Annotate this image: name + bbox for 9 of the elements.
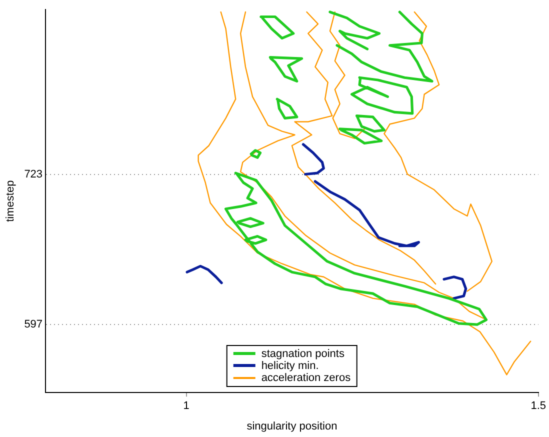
legend-label: helicity min. bbox=[261, 360, 319, 372]
y-axis-title: timestep bbox=[4, 180, 17, 222]
x-axis-title: singularity position bbox=[246, 420, 338, 432]
x-tick-label: 1 bbox=[183, 400, 190, 412]
y-tick-label: 597 bbox=[24, 318, 43, 331]
x-tick-label: 1.5 bbox=[530, 400, 546, 412]
legend-label: acceleration zeros bbox=[261, 372, 351, 384]
y-tick-label: 723 bbox=[24, 168, 43, 180]
legend-label: stagnation points bbox=[261, 348, 344, 360]
